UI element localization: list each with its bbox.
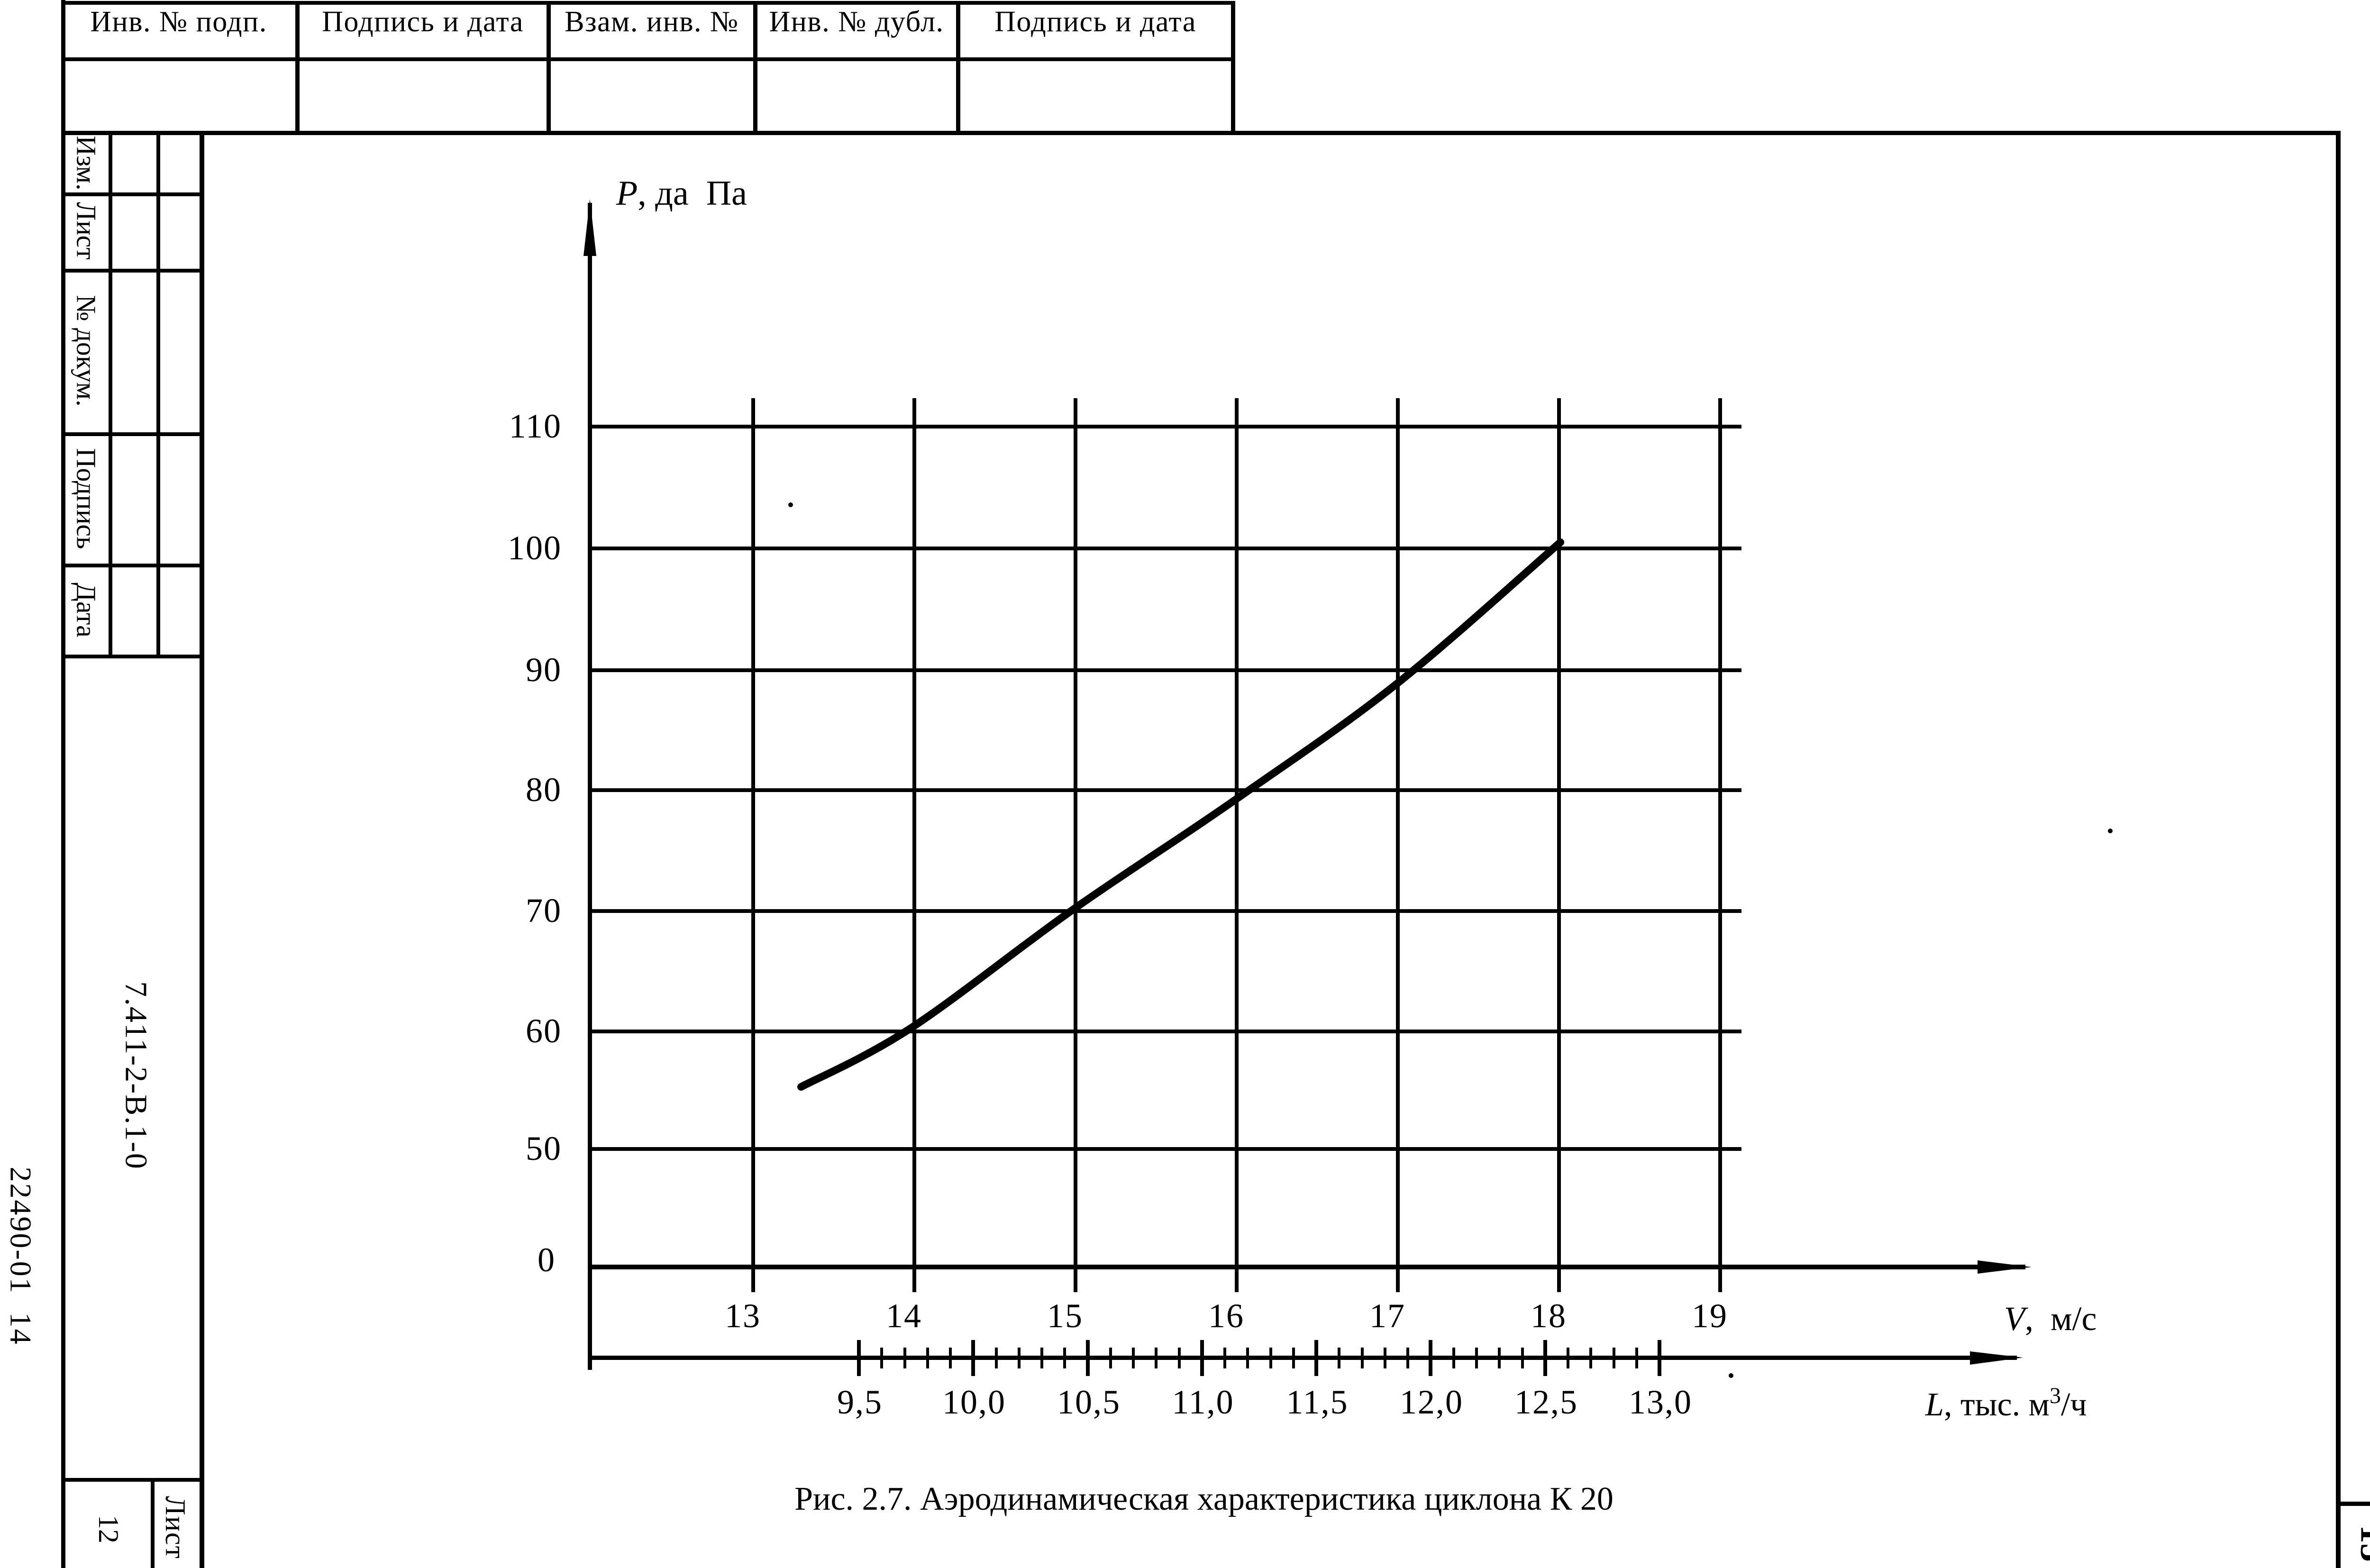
svg-text:Изм.: Изм.	[71, 136, 102, 190]
svg-text:№ докум.: № докум.	[71, 295, 102, 406]
svg-text:12,0: 12,0	[1400, 1383, 1463, 1421]
svg-text:60: 60	[526, 1012, 562, 1050]
svg-text:14: 14	[886, 1297, 922, 1335]
svg-text:15: 15	[1047, 1297, 1083, 1335]
svg-text:0: 0	[538, 1241, 555, 1279]
svg-text:18: 18	[1531, 1297, 1567, 1335]
svg-text:Лист: Лист	[160, 1496, 191, 1559]
svg-text:16: 16	[1208, 1297, 1244, 1335]
svg-text:13: 13	[725, 1297, 761, 1335]
svg-text:L, тыс. м3/ч: L, тыс. м3/ч	[1925, 1383, 2087, 1423]
svg-text:17: 17	[1369, 1297, 1405, 1335]
svg-text:Лист: Лист	[71, 202, 102, 259]
svg-text:Инв. № дубл.: Инв. № дубл.	[769, 6, 944, 38]
svg-text:11,0: 11,0	[1172, 1383, 1234, 1421]
svg-text:P, да Па: P, да Па	[616, 174, 747, 213]
svg-text:80: 80	[526, 771, 562, 809]
svg-text:Подпись: Подпись	[71, 448, 102, 549]
svg-text:10,0: 10,0	[942, 1383, 1006, 1421]
svg-text:100: 100	[508, 529, 562, 567]
svg-text:90: 90	[526, 651, 562, 689]
svg-text:12,5: 12,5	[1514, 1383, 1578, 1421]
svg-text:Подпись и дата: Подпись и дата	[994, 6, 1196, 38]
svg-text:Дата: Дата	[71, 583, 102, 638]
svg-text:7.411-2-В.1-0: 7.411-2-В.1-0	[119, 981, 154, 1170]
svg-text:13: 13	[2353, 1525, 2370, 1562]
svg-text:Инв. № подп.: Инв. № подп.	[90, 6, 267, 38]
svg-text:11,5: 11,5	[1286, 1383, 1348, 1421]
svg-text:10,5: 10,5	[1057, 1383, 1121, 1421]
svg-text:9,5: 9,5	[837, 1383, 883, 1421]
svg-text:V, м/с: V, м/с	[2004, 1300, 2097, 1338]
svg-text:Рис. 2.7. Аэродинамическая хар: Рис. 2.7. Аэродинамическая характеристик…	[794, 1481, 1613, 1517]
svg-text:Подпись и дата: Подпись и дата	[322, 6, 524, 38]
svg-text:19: 19	[1692, 1297, 1728, 1335]
svg-text:Взам. инв. №: Взам. инв. №	[565, 6, 738, 38]
svg-text:70: 70	[526, 892, 562, 930]
svg-text:50: 50	[526, 1130, 562, 1167]
svg-text:12: 12	[93, 1515, 124, 1543]
svg-text:13,0: 13,0	[1629, 1383, 1692, 1421]
svg-text:110: 110	[509, 407, 562, 445]
svg-text:22490-01 14: 22490-01 14	[4, 1167, 38, 1345]
